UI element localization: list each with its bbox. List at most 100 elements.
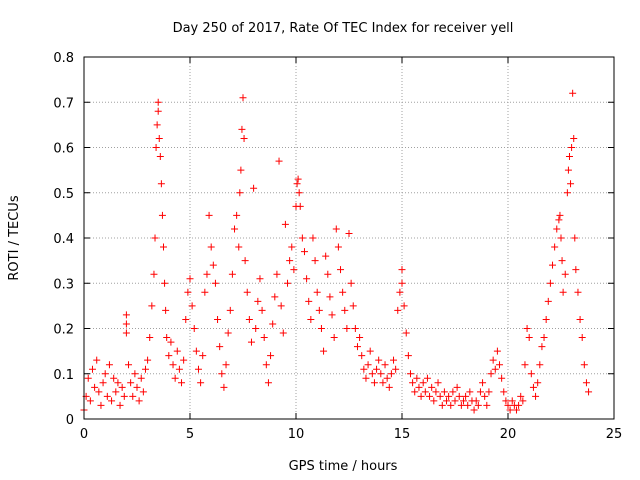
data-point xyxy=(334,243,342,251)
axis-ticks xyxy=(83,56,615,420)
data-point xyxy=(563,189,571,197)
data-point xyxy=(409,379,417,387)
data-point xyxy=(131,370,139,378)
data-point xyxy=(415,383,423,391)
y-tick-label: 0.6 xyxy=(53,142,74,157)
x-tick-label: 20 xyxy=(500,427,517,442)
data-point xyxy=(489,356,497,364)
data-point xyxy=(347,279,355,287)
chart-title: Day 250 of 2017, Rate Of TEC Index for r… xyxy=(173,21,514,36)
data-point xyxy=(322,252,330,260)
data-point xyxy=(135,397,143,405)
data-point xyxy=(404,352,412,360)
data-point xyxy=(157,180,165,188)
data-point xyxy=(402,329,410,337)
data-point xyxy=(504,401,512,409)
data-point xyxy=(440,388,448,396)
data-point xyxy=(542,315,550,323)
data-point xyxy=(394,306,402,314)
data-point xyxy=(250,184,258,192)
data-point xyxy=(491,365,499,373)
data-point xyxy=(93,356,101,364)
data-point xyxy=(515,401,523,409)
data-point xyxy=(506,406,514,414)
data-point xyxy=(324,270,332,278)
data-point xyxy=(269,320,277,328)
y-tick-label: 0.3 xyxy=(53,277,74,292)
data-point xyxy=(546,279,554,287)
data-point xyxy=(231,225,239,233)
data-point xyxy=(137,374,145,382)
data-point xyxy=(353,343,361,351)
data-point xyxy=(360,365,368,373)
data-point xyxy=(517,392,525,400)
data-point xyxy=(284,279,292,287)
data-point xyxy=(330,334,338,342)
data-point xyxy=(245,315,253,323)
data-point xyxy=(373,365,381,373)
x-tick-label: 15 xyxy=(394,427,411,442)
data-point xyxy=(387,370,395,378)
data-point xyxy=(216,343,224,351)
data-point xyxy=(379,379,387,387)
data-point xyxy=(512,406,520,414)
data-point xyxy=(481,392,489,400)
data-point xyxy=(400,302,408,310)
data-point xyxy=(307,315,315,323)
data-point xyxy=(426,392,434,400)
data-point xyxy=(309,234,317,242)
data-point xyxy=(411,388,419,396)
data-point xyxy=(99,379,107,387)
data-point xyxy=(296,202,304,210)
data-point xyxy=(158,211,166,219)
data-point xyxy=(392,365,400,373)
data-point xyxy=(443,397,451,405)
data-point xyxy=(370,379,378,387)
data-point xyxy=(224,329,232,337)
data-point xyxy=(406,370,414,378)
data-point xyxy=(413,374,421,382)
data-point xyxy=(487,370,495,378)
data-point xyxy=(332,225,340,233)
data-point xyxy=(582,379,590,387)
data-point xyxy=(165,352,173,360)
data-point xyxy=(218,370,226,378)
data-point xyxy=(423,374,431,382)
data-point xyxy=(313,288,321,296)
data-point xyxy=(364,361,372,369)
data-point xyxy=(178,379,186,387)
data-point xyxy=(267,352,275,360)
data-point xyxy=(160,243,167,251)
data-point xyxy=(97,401,105,409)
data-point xyxy=(527,370,535,378)
data-point xyxy=(451,397,459,405)
data-point xyxy=(436,392,444,400)
data-point xyxy=(154,98,162,106)
data-point xyxy=(120,392,128,400)
data-point xyxy=(428,383,436,391)
data-point xyxy=(476,388,484,396)
data-point xyxy=(209,261,217,269)
data-point xyxy=(169,361,177,369)
data-point xyxy=(396,288,404,296)
data-point xyxy=(556,211,564,219)
data-point xyxy=(186,275,194,283)
data-point xyxy=(572,266,580,274)
data-point xyxy=(558,257,566,265)
data-point xyxy=(243,288,251,296)
data-point xyxy=(532,392,540,400)
data-point xyxy=(529,383,537,391)
data-point xyxy=(233,211,241,219)
data-point xyxy=(555,216,563,224)
data-point xyxy=(116,401,124,409)
data-point xyxy=(153,121,161,129)
data-point xyxy=(288,243,296,251)
y-tick-label: 0.2 xyxy=(53,323,74,338)
data-point xyxy=(462,392,470,400)
data-point xyxy=(122,311,130,319)
data-point xyxy=(295,189,303,197)
data-point xyxy=(383,374,391,382)
data-point xyxy=(294,175,302,183)
x-axis-label: GPS time / hours xyxy=(289,459,398,474)
data-point xyxy=(434,379,442,387)
